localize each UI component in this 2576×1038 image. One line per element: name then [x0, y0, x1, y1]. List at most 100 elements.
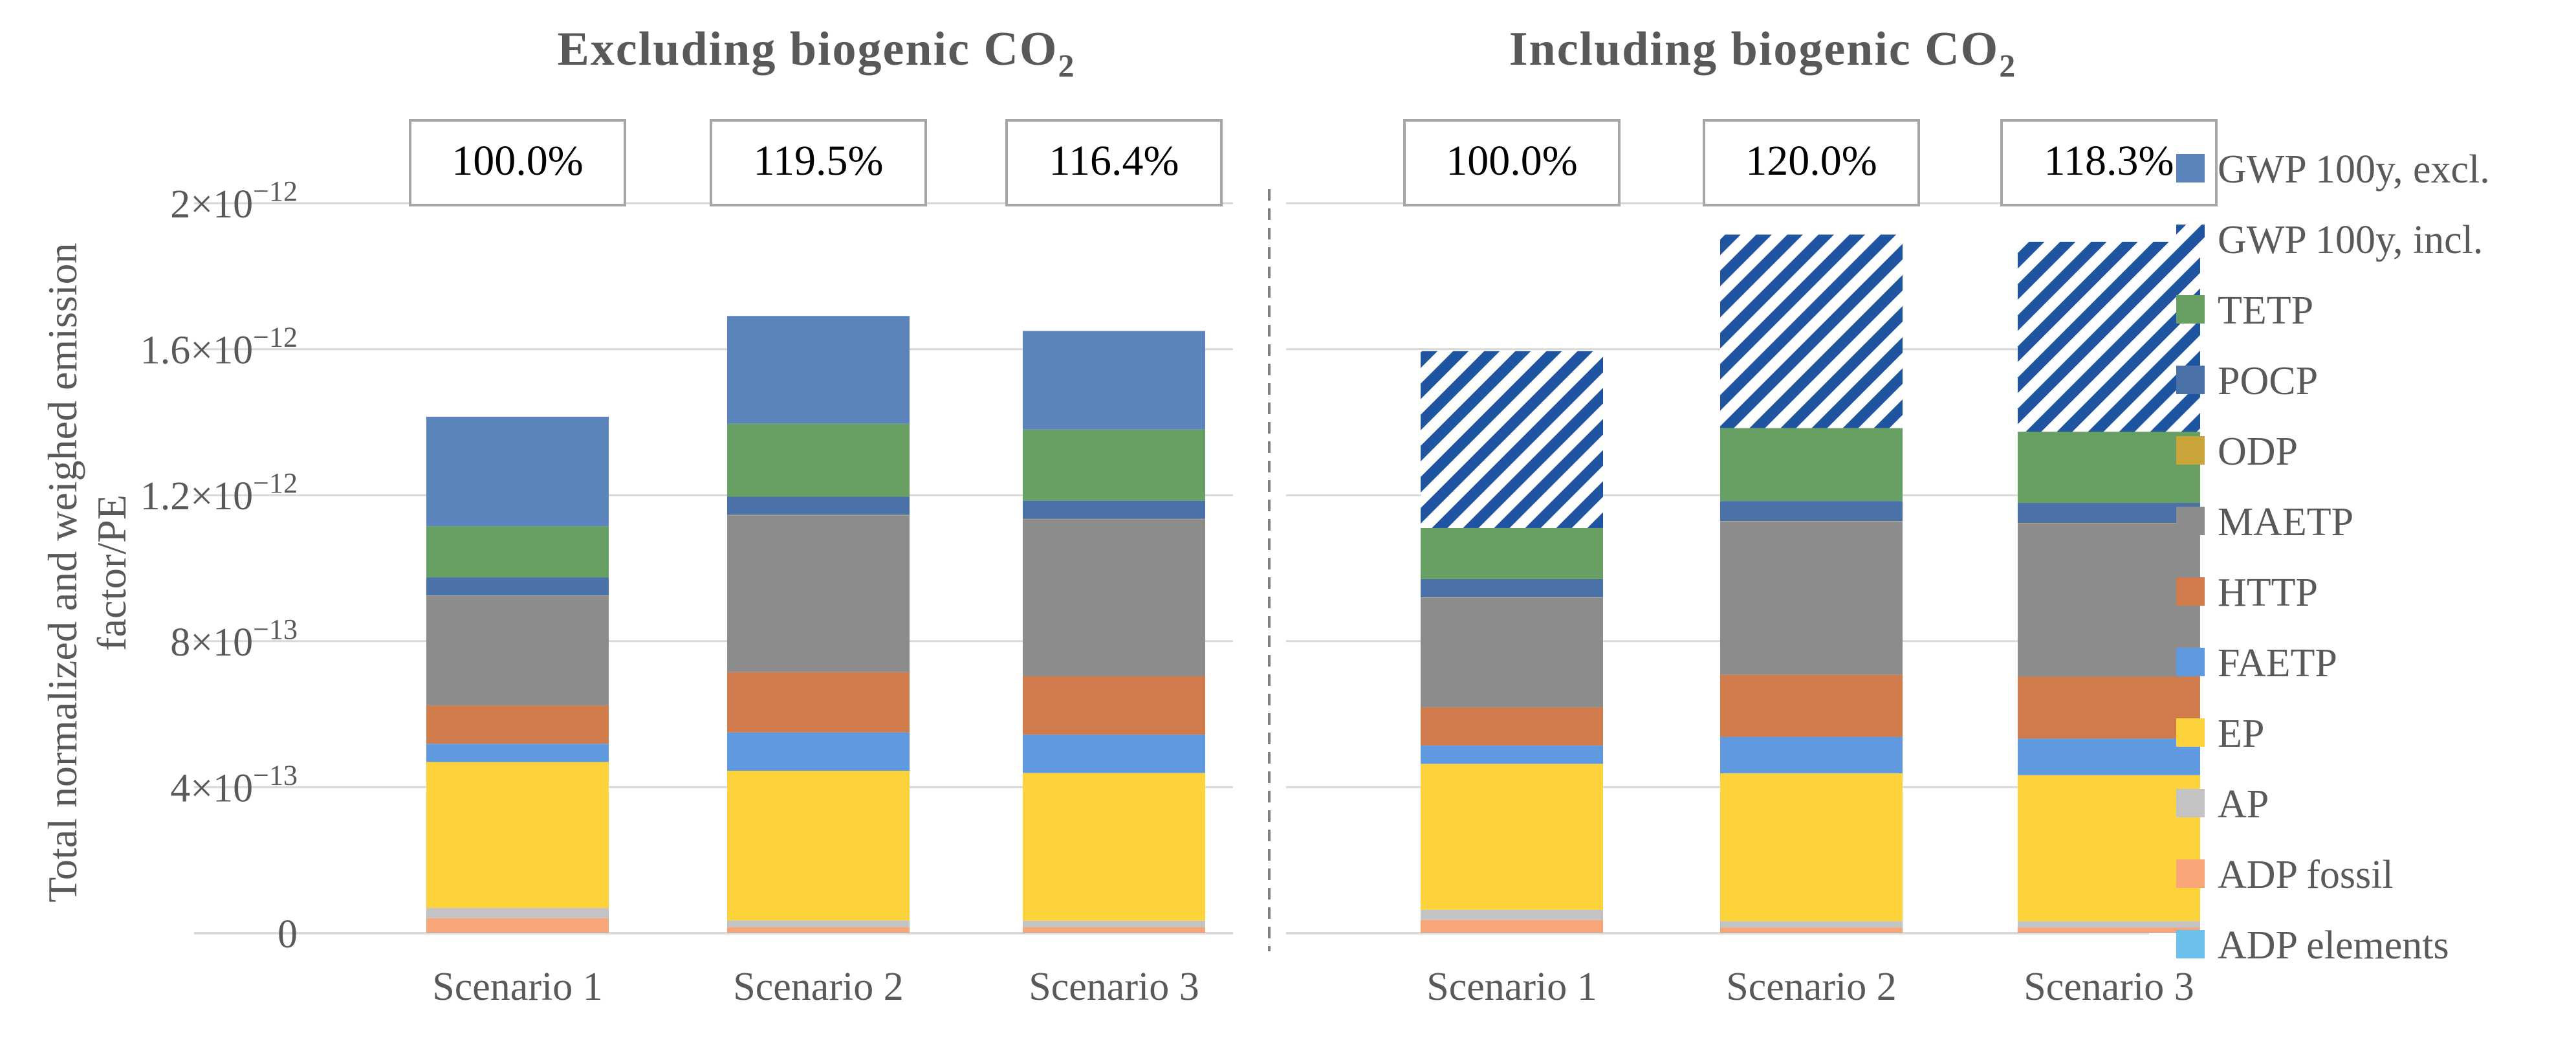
percentage-box: [1005, 119, 1223, 206]
legend-label: POCP: [2218, 359, 2318, 403]
y-tick-exponent: −12: [253, 467, 298, 499]
percentage-label: 100.0%: [1446, 137, 1577, 184]
x-tick-label: Scenario 1: [432, 965, 602, 1009]
bar-segment-tetp: [426, 526, 609, 578]
legend-swatch: [2176, 225, 2205, 253]
chart-title-text: Including biogenic CO: [1509, 23, 2000, 76]
y-tick-mantissa: 2×10: [170, 182, 253, 226]
legend-swatch: [2176, 436, 2205, 465]
chart-title: Excluding biogenic CO2: [558, 23, 1076, 83]
legend-swatch: [2176, 789, 2205, 817]
x-tick-label: Scenario 2: [733, 965, 903, 1009]
bar-segment-faetp: [1421, 745, 1603, 764]
y-tick-mantissa: 1.2×10: [140, 474, 253, 518]
bar-segment-adp-fossil: [2018, 927, 2200, 933]
bar-segment-odp: [727, 514, 910, 516]
legend-swatch: [2176, 718, 2205, 747]
bar-segment-ep: [2018, 775, 2200, 922]
x-tick-label: Scenario 2: [1726, 965, 1896, 1009]
chart-title: Including biogenic CO2: [1509, 23, 2017, 83]
y-tick-mantissa: 1.6×10: [140, 329, 253, 373]
y-axis-label-line2: factor/PE: [89, 494, 135, 651]
legend-label: ADP elements: [2218, 923, 2449, 967]
bar-segment-adp-fossil: [1023, 927, 1205, 933]
legend-swatch: [2176, 859, 2205, 888]
bar-segment-ep: [727, 771, 910, 921]
percentage-label: 120.0%: [1745, 137, 1877, 184]
bar-segment-maetp: [2018, 523, 2200, 677]
percentage-label: 100.0%: [452, 137, 583, 184]
bar-segment-maetp: [1421, 597, 1603, 707]
bar-segment-ep: [1421, 764, 1603, 910]
bar-segment-maetp: [426, 595, 609, 706]
legend-label: HTTP: [2218, 571, 2318, 615]
x-tick-label: Scenario 3: [1029, 965, 1199, 1009]
bar-segment-pocp: [2018, 503, 2200, 524]
bar-segment-faetp: [426, 744, 609, 762]
bar-segment-adp-fossil: [727, 927, 910, 933]
percentage-box: [710, 119, 927, 206]
bar-segment-tetp: [1720, 428, 1903, 502]
percentage-box: [409, 119, 626, 206]
bar-segment-ap: [727, 920, 910, 927]
chart-title-text: Excluding biogenic CO: [558, 23, 1058, 76]
bar-segment-pocp: [1720, 501, 1903, 522]
y-tick-label: 1.2×10−12: [140, 467, 298, 518]
bar-segment-tetp: [2018, 432, 2200, 503]
bar-segment-adp-fossil: [1720, 927, 1903, 933]
x-tick-label: Scenario 1: [1426, 965, 1597, 1009]
bar-segment-maetp: [727, 515, 910, 672]
bar-segment-ap: [1720, 921, 1903, 928]
percentage-label: 119.5%: [753, 137, 883, 184]
y-tick-label: 2×10−12: [170, 175, 298, 226]
y-tick-label: 4×10−13: [170, 759, 298, 810]
legend-swatch: [2176, 507, 2205, 535]
y-tick-exponent: −12: [253, 175, 298, 207]
bar-segment-pocp: [1421, 579, 1603, 598]
y-tick-exponent: −13: [253, 759, 298, 791]
bar-segment-tetp: [1023, 429, 1205, 501]
bar-segment-http: [727, 672, 910, 733]
bar-segment-ap: [1023, 920, 1205, 927]
bar-segment-http: [1720, 674, 1903, 737]
bar-segment-maetp: [1720, 521, 1903, 675]
bar-segment-ap: [426, 908, 609, 918]
bar-segment-adp-fossil: [1421, 920, 1603, 933]
bar-segment-faetp: [727, 732, 910, 771]
bar-segment-http: [1421, 707, 1603, 746]
bar-segment-ap: [1421, 909, 1603, 920]
legend-label: GWP 100y, incl.: [2218, 218, 2483, 262]
bar-segment-odp: [1421, 597, 1603, 598]
y-tick-exponent: −13: [253, 613, 298, 645]
bar-segment-maetp: [1023, 519, 1205, 676]
chart-title-subscript: 2: [1999, 47, 2016, 83]
legend-swatch: [2176, 295, 2205, 324]
y-tick-label: 0: [278, 912, 298, 956]
bar-segment-faetp: [2018, 738, 2200, 775]
legend-swatch: [2176, 930, 2205, 958]
y-axis-label-line1: Total normalized and weighed emission: [39, 243, 85, 902]
y-tick-label: 8×10−13: [170, 613, 298, 665]
bar-segment-faetp: [1720, 736, 1903, 773]
bar-segment-gwp-100y-excl: [1023, 331, 1205, 430]
legend-label: TETP: [2218, 289, 2313, 333]
bar-segment-gwp-100y-excl: [727, 316, 910, 424]
y-tick-label: 1.6×10−12: [140, 322, 298, 373]
bar-segment-pocp: [426, 577, 609, 596]
bar-segment-tetp: [1421, 527, 1603, 579]
chart-title-subscript: 2: [1058, 47, 1075, 83]
legend-swatch: [2176, 577, 2205, 606]
bar-segment-pocp: [1023, 500, 1205, 519]
bar-segment-odp: [426, 595, 609, 596]
legend-label: AP: [2218, 782, 2269, 826]
bar-segment-gwp-100y-excl: [426, 416, 609, 527]
legend-label: ODP: [2218, 430, 2298, 474]
legend-label: MAETP: [2218, 500, 2353, 544]
bar-segment-adp-fossil: [426, 918, 609, 933]
bar-segment-ep: [1023, 773, 1205, 921]
bar-segment-faetp: [1023, 734, 1205, 773]
bar-segment-tetp: [727, 423, 910, 497]
bar-segment-gwp-100y-incl: [1421, 351, 1603, 528]
bar-segment-odp: [1720, 521, 1903, 522]
